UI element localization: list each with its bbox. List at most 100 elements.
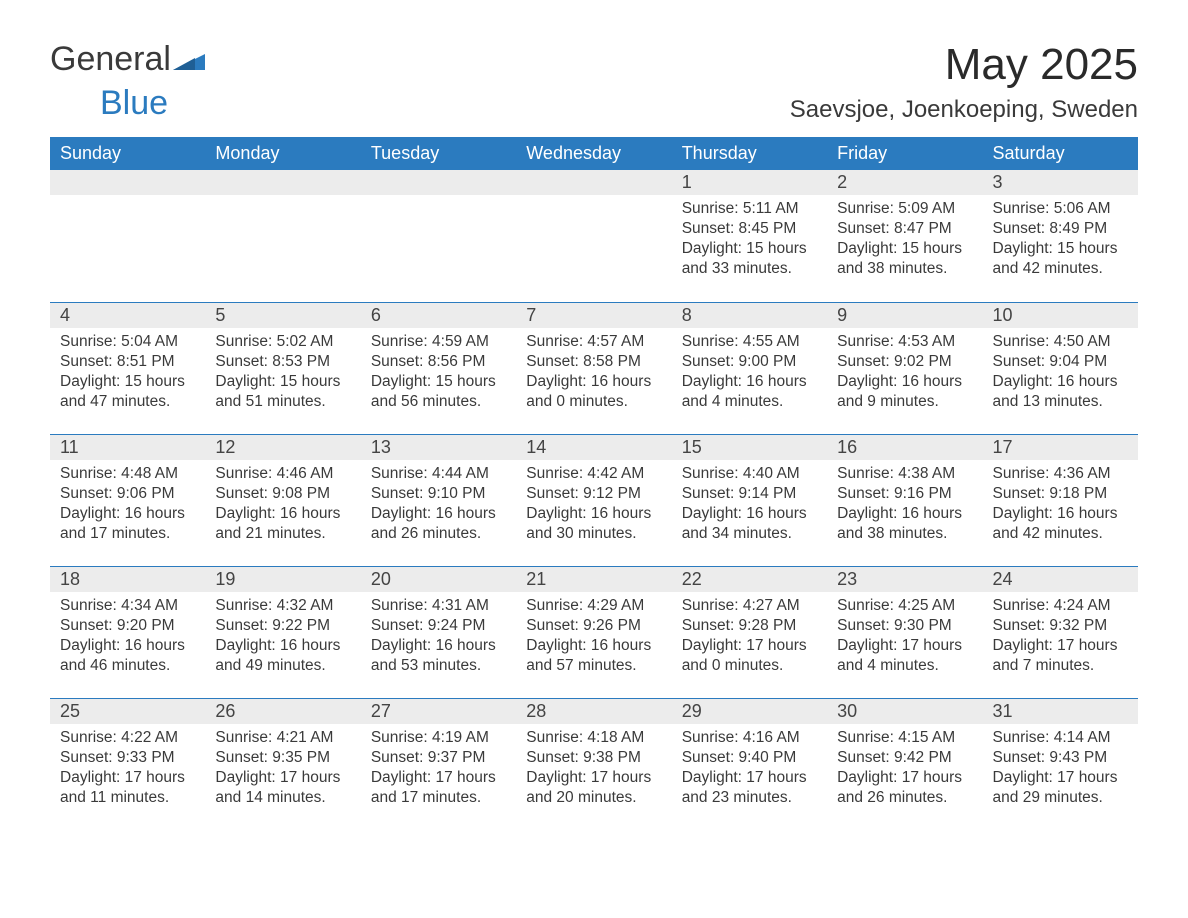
day-details: Sunrise: 4:38 AMSunset: 9:16 PMDaylight:… [827,460,982,553]
day-number: 24 [983,566,1138,592]
calendar-day-cell: 11Sunrise: 4:48 AMSunset: 9:06 PMDayligh… [50,434,205,566]
day-number: 29 [672,698,827,724]
day-details: Sunrise: 4:21 AMSunset: 9:35 PMDaylight:… [205,724,360,817]
calendar-day-cell: 22Sunrise: 4:27 AMSunset: 9:28 PMDayligh… [672,566,827,698]
location-subtitle: Saevsjoe, Joenkoeping, Sweden [790,96,1138,124]
calendar-empty-cell [361,170,516,302]
calendar-body: 1Sunrise: 5:11 AMSunset: 8:45 PMDaylight… [50,170,1138,830]
calendar-day-cell: 10Sunrise: 4:50 AMSunset: 9:04 PMDayligh… [983,302,1138,434]
calendar-week-row: 1Sunrise: 5:11 AMSunset: 8:45 PMDaylight… [50,170,1138,302]
day-details: Sunrise: 4:29 AMSunset: 9:26 PMDaylight:… [516,592,671,685]
day-number: 6 [361,302,516,328]
calendar-week-row: 25Sunrise: 4:22 AMSunset: 9:33 PMDayligh… [50,698,1138,830]
day-details: Sunrise: 4:48 AMSunset: 9:06 PMDaylight:… [50,460,205,553]
day-number: 22 [672,566,827,592]
day-header: Tuesday [361,137,516,170]
day-details: Sunrise: 4:59 AMSunset: 8:56 PMDaylight:… [361,328,516,421]
day-details: Sunrise: 4:15 AMSunset: 9:42 PMDaylight:… [827,724,982,817]
day-details: Sunrise: 4:44 AMSunset: 9:10 PMDaylight:… [361,460,516,553]
day-details: Sunrise: 4:55 AMSunset: 9:00 PMDaylight:… [672,328,827,421]
calendar-empty-cell [516,170,671,302]
day-details: Sunrise: 4:31 AMSunset: 9:24 PMDaylight:… [361,592,516,685]
calendar-day-cell: 13Sunrise: 4:44 AMSunset: 9:10 PMDayligh… [361,434,516,566]
day-number: 25 [50,698,205,724]
day-number-bar [516,170,671,195]
day-details: Sunrise: 4:19 AMSunset: 9:37 PMDaylight:… [361,724,516,817]
day-number: 4 [50,302,205,328]
day-details: Sunrise: 4:53 AMSunset: 9:02 PMDaylight:… [827,328,982,421]
day-number: 21 [516,566,671,592]
calendar-day-cell: 19Sunrise: 4:32 AMSunset: 9:22 PMDayligh… [205,566,360,698]
calendar-day-cell: 17Sunrise: 4:36 AMSunset: 9:18 PMDayligh… [983,434,1138,566]
day-number-bar [205,170,360,195]
logo: General [50,40,205,79]
day-number: 11 [50,434,205,460]
day-details: Sunrise: 4:32 AMSunset: 9:22 PMDaylight:… [205,592,360,685]
day-details: Sunrise: 4:25 AMSunset: 9:30 PMDaylight:… [827,592,982,685]
calendar-table: SundayMondayTuesdayWednesdayThursdayFrid… [50,137,1138,830]
calendar-day-cell: 20Sunrise: 4:31 AMSunset: 9:24 PMDayligh… [361,566,516,698]
day-header: Saturday [983,137,1138,170]
logo-flag-icon [173,48,205,70]
day-header: Friday [827,137,982,170]
calendar-day-cell: 15Sunrise: 4:40 AMSunset: 9:14 PMDayligh… [672,434,827,566]
calendar-day-cell: 9Sunrise: 4:53 AMSunset: 9:02 PMDaylight… [827,302,982,434]
day-details: Sunrise: 5:11 AMSunset: 8:45 PMDaylight:… [672,195,827,288]
day-number: 31 [983,698,1138,724]
calendar-day-cell: 27Sunrise: 4:19 AMSunset: 9:37 PMDayligh… [361,698,516,830]
calendar-day-cell: 6Sunrise: 4:59 AMSunset: 8:56 PMDaylight… [361,302,516,434]
calendar-day-cell: 8Sunrise: 4:55 AMSunset: 9:00 PMDaylight… [672,302,827,434]
day-number: 2 [827,170,982,195]
calendar-empty-cell [50,170,205,302]
day-details: Sunrise: 4:22 AMSunset: 9:33 PMDaylight:… [50,724,205,817]
day-header: Thursday [672,137,827,170]
day-details: Sunrise: 4:27 AMSunset: 9:28 PMDaylight:… [672,592,827,685]
calendar-day-cell: 28Sunrise: 4:18 AMSunset: 9:38 PMDayligh… [516,698,671,830]
day-details: Sunrise: 4:14 AMSunset: 9:43 PMDaylight:… [983,724,1138,817]
calendar-day-cell: 2Sunrise: 5:09 AMSunset: 8:47 PMDaylight… [827,170,982,302]
day-number-bar [361,170,516,195]
day-details: Sunrise: 5:09 AMSunset: 8:47 PMDaylight:… [827,195,982,288]
calendar-day-cell: 31Sunrise: 4:14 AMSunset: 9:43 PMDayligh… [983,698,1138,830]
calendar-day-cell: 12Sunrise: 4:46 AMSunset: 9:08 PMDayligh… [205,434,360,566]
calendar-day-cell: 3Sunrise: 5:06 AMSunset: 8:49 PMDaylight… [983,170,1138,302]
logo-text-blue: Blue [100,84,168,123]
day-number: 19 [205,566,360,592]
calendar-day-cell: 5Sunrise: 5:02 AMSunset: 8:53 PMDaylight… [205,302,360,434]
calendar-day-cell: 4Sunrise: 5:04 AMSunset: 8:51 PMDaylight… [50,302,205,434]
day-number: 16 [827,434,982,460]
calendar-day-cell: 23Sunrise: 4:25 AMSunset: 9:30 PMDayligh… [827,566,982,698]
calendar-day-cell: 21Sunrise: 4:29 AMSunset: 9:26 PMDayligh… [516,566,671,698]
calendar-empty-cell [205,170,360,302]
day-number-bar [50,170,205,195]
day-details: Sunrise: 5:02 AMSunset: 8:53 PMDaylight:… [205,328,360,421]
day-number: 23 [827,566,982,592]
day-number: 15 [672,434,827,460]
day-details: Sunrise: 4:50 AMSunset: 9:04 PMDaylight:… [983,328,1138,421]
logo-text-general: General [50,40,171,79]
day-header: Monday [205,137,360,170]
day-number: 8 [672,302,827,328]
day-number: 5 [205,302,360,328]
calendar-day-cell: 29Sunrise: 4:16 AMSunset: 9:40 PMDayligh… [672,698,827,830]
day-number: 18 [50,566,205,592]
day-header: Wednesday [516,137,671,170]
day-number: 9 [827,302,982,328]
day-number: 1 [672,170,827,195]
day-number: 17 [983,434,1138,460]
day-details: Sunrise: 4:46 AMSunset: 9:08 PMDaylight:… [205,460,360,553]
calendar-day-cell: 18Sunrise: 4:34 AMSunset: 9:20 PMDayligh… [50,566,205,698]
calendar-day-cell: 7Sunrise: 4:57 AMSunset: 8:58 PMDaylight… [516,302,671,434]
day-number: 14 [516,434,671,460]
day-number: 10 [983,302,1138,328]
month-title: May 2025 [790,40,1138,90]
calendar-week-row: 4Sunrise: 5:04 AMSunset: 8:51 PMDaylight… [50,302,1138,434]
calendar-week-row: 18Sunrise: 4:34 AMSunset: 9:20 PMDayligh… [50,566,1138,698]
day-details: Sunrise: 4:57 AMSunset: 8:58 PMDaylight:… [516,328,671,421]
day-number: 20 [361,566,516,592]
day-details: Sunrise: 4:18 AMSunset: 9:38 PMDaylight:… [516,724,671,817]
calendar-day-cell: 26Sunrise: 4:21 AMSunset: 9:35 PMDayligh… [205,698,360,830]
day-number: 26 [205,698,360,724]
day-details: Sunrise: 4:34 AMSunset: 9:20 PMDaylight:… [50,592,205,685]
day-details: Sunrise: 5:06 AMSunset: 8:49 PMDaylight:… [983,195,1138,288]
